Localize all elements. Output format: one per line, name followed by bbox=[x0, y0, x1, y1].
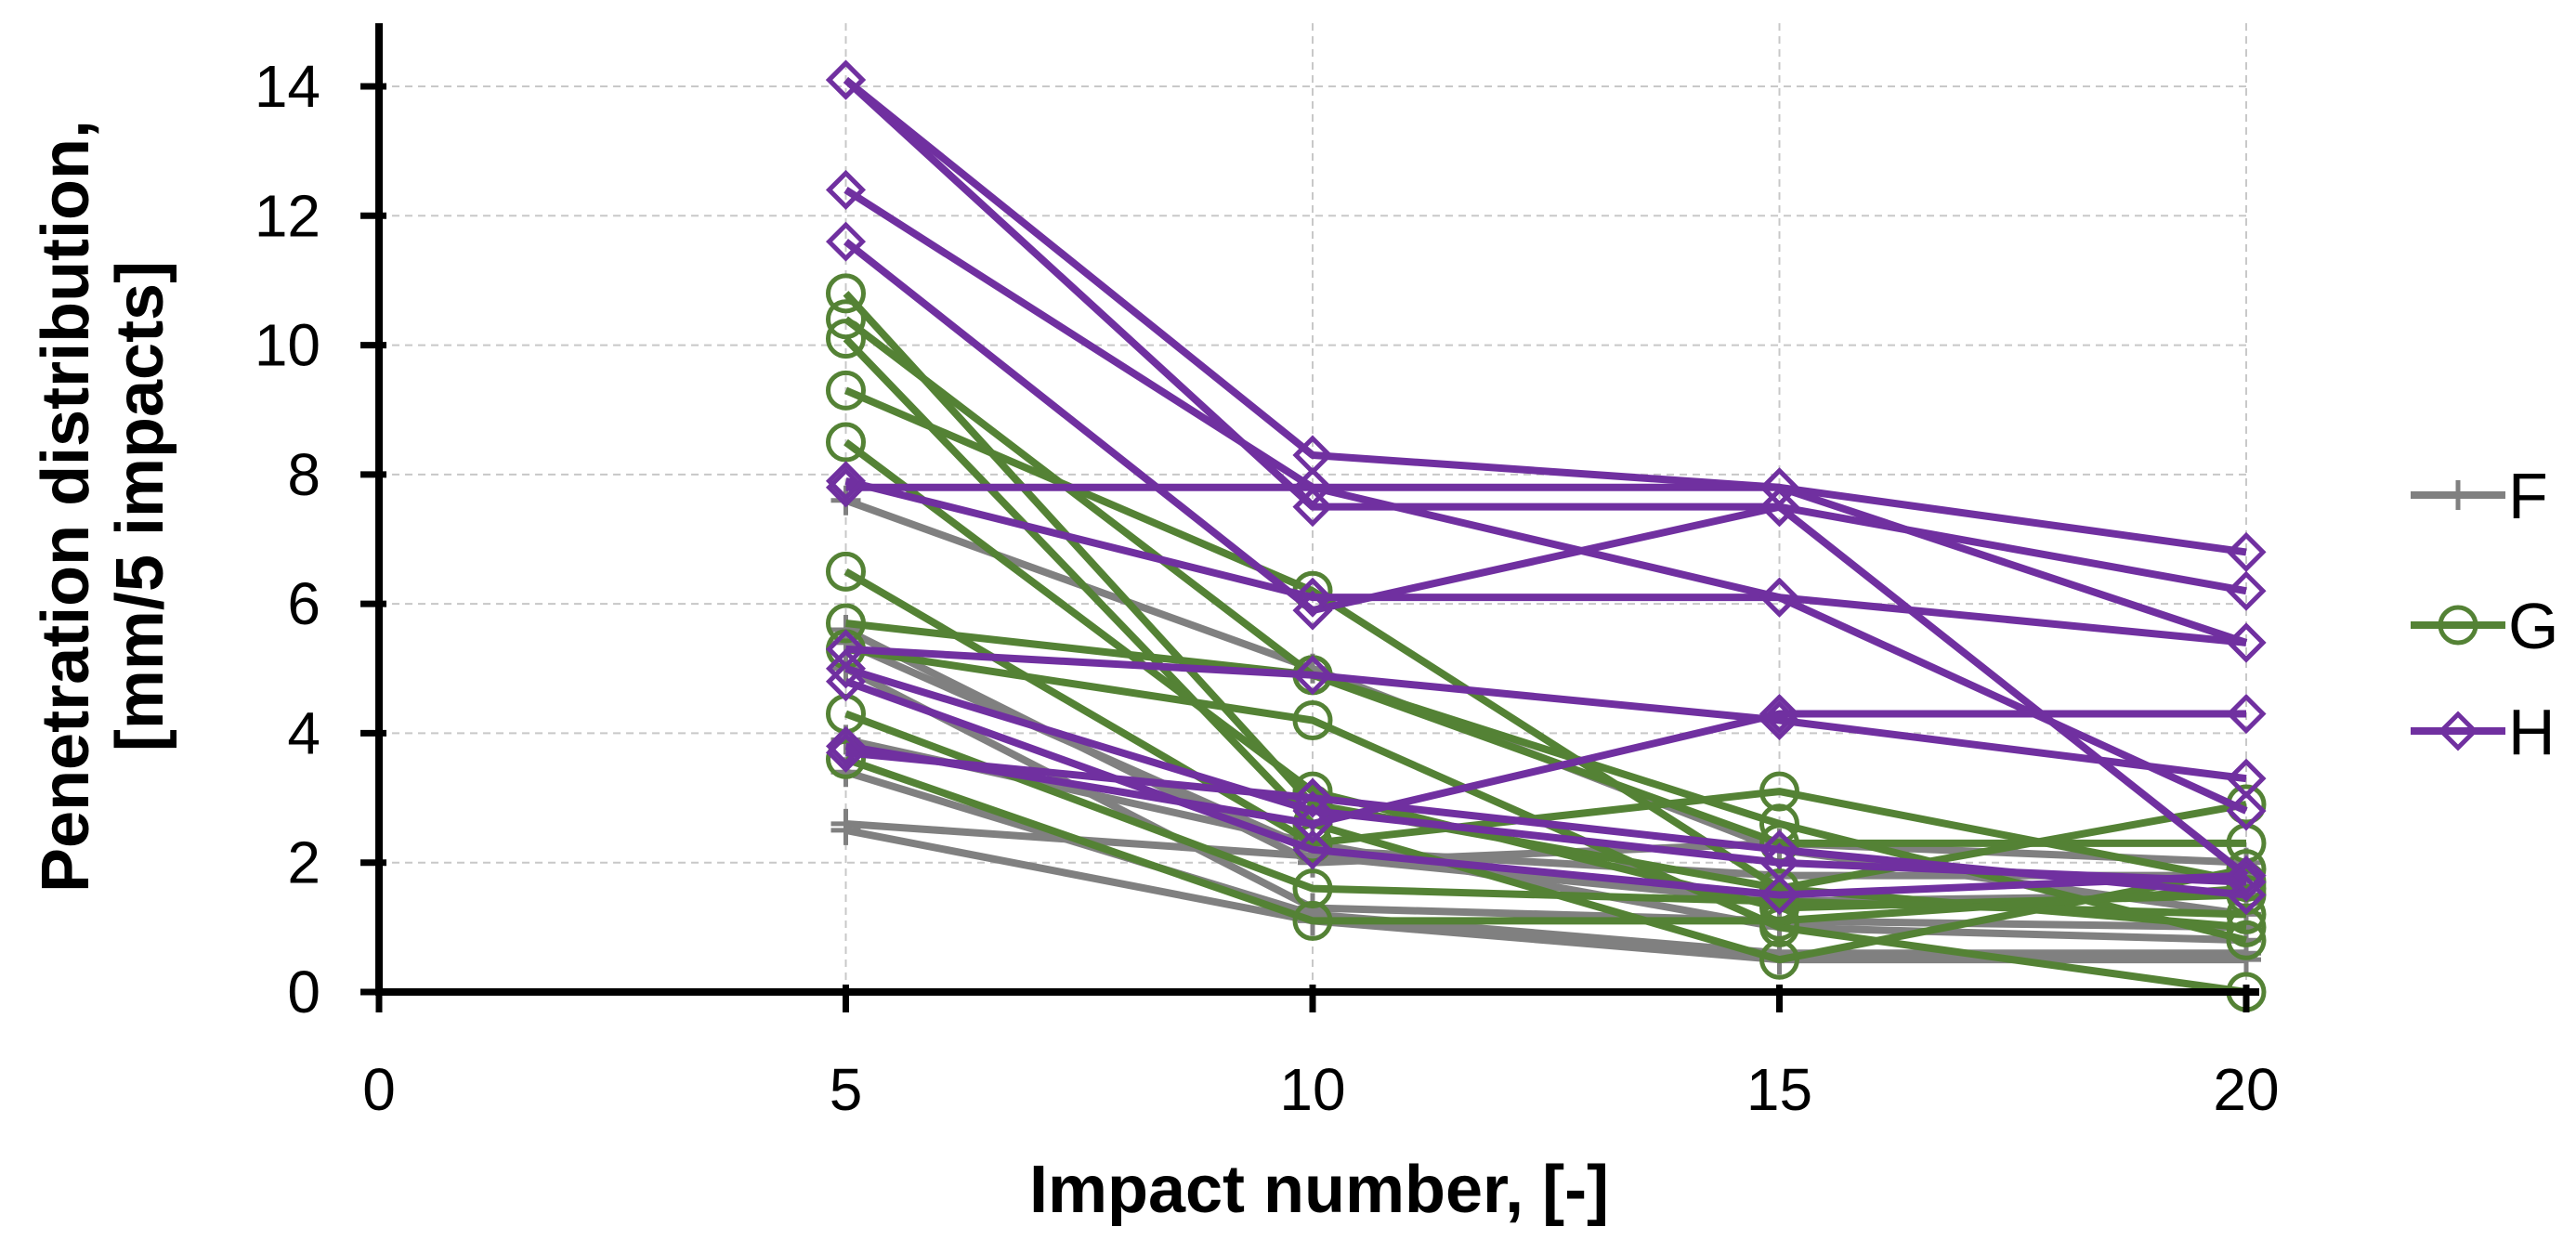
series-line-g bbox=[844, 755, 2247, 925]
series-line-h bbox=[843, 239, 2247, 615]
legend-label: H bbox=[2508, 696, 2556, 768]
data-point-h bbox=[825, 732, 867, 773]
x-tick-label: 10 bbox=[1279, 1056, 1345, 1123]
data-point-h bbox=[1759, 875, 1800, 916]
series-group-h bbox=[825, 59, 2267, 916]
data-point-g bbox=[1292, 700, 1333, 740]
legend-item-h: H bbox=[2411, 696, 2556, 768]
data-point-g bbox=[826, 422, 866, 463]
series-line-h bbox=[843, 76, 2247, 556]
legend-label: G bbox=[2508, 590, 2558, 662]
data-point-g bbox=[1292, 900, 1333, 941]
x-tick-label: 5 bbox=[830, 1056, 863, 1123]
data-point-g bbox=[826, 273, 866, 314]
legend-marker bbox=[2438, 711, 2478, 751]
y-tick-label: 2 bbox=[287, 829, 320, 896]
legend-item-g: G bbox=[2411, 590, 2558, 662]
data-point-h bbox=[825, 461, 867, 502]
y-axis-title: Penetration distribution, [mm/5 impacts] bbox=[29, 120, 177, 893]
series-line-f bbox=[844, 736, 2247, 945]
series-line-h bbox=[843, 77, 2249, 879]
y-axis-title-line-2: [mm/5 impacts] bbox=[103, 261, 177, 751]
y-tick-label: 8 bbox=[287, 441, 320, 508]
data-point-h bbox=[2226, 758, 2267, 799]
series-line-h bbox=[844, 710, 2246, 828]
y-tick-label: 12 bbox=[255, 182, 320, 249]
data-point-h bbox=[825, 725, 867, 766]
x-tick-label: 20 bbox=[2213, 1056, 2279, 1123]
data-point-h bbox=[825, 169, 867, 210]
data-point-g bbox=[826, 319, 866, 359]
data-point-h bbox=[825, 59, 867, 100]
series-line-h bbox=[845, 483, 2248, 815]
data-point-h bbox=[1759, 487, 1800, 528]
data-point-f bbox=[830, 815, 861, 845]
series-line-g bbox=[843, 568, 2247, 886]
data-point-h bbox=[1292, 777, 1333, 818]
data-point-g bbox=[826, 738, 866, 779]
series-line-h bbox=[843, 187, 2248, 646]
y-tick-label: 4 bbox=[287, 699, 320, 766]
data-point-h bbox=[1292, 467, 1333, 508]
data-point-g bbox=[826, 551, 866, 592]
data-point-g bbox=[2226, 849, 2267, 890]
data-point-h bbox=[2226, 570, 2267, 611]
data-point-h bbox=[1292, 655, 1333, 696]
legend-marker bbox=[2443, 480, 2473, 510]
data-point-g bbox=[1292, 868, 1333, 909]
y-tick-label: 6 bbox=[287, 570, 320, 637]
tick-labels: 0 2 4 6 8 10 12 14 0 5 10 15 20 bbox=[255, 53, 2280, 1123]
series-line-h bbox=[845, 645, 2247, 783]
data-point-g bbox=[1759, 771, 1799, 812]
legend-label: F bbox=[2508, 460, 2548, 532]
data-point-h bbox=[1292, 803, 1333, 844]
data-point-h bbox=[1292, 577, 1333, 618]
data-point-h bbox=[1759, 694, 1800, 735]
data-point-g bbox=[1759, 803, 1799, 844]
data-point-g bbox=[1759, 900, 1799, 941]
axes bbox=[375, 23, 2259, 996]
data-point-h bbox=[1292, 487, 1333, 528]
data-point-g bbox=[1759, 939, 1799, 980]
data-point-h bbox=[1759, 829, 1800, 870]
legend-marker bbox=[2438, 605, 2478, 646]
data-point-g bbox=[2226, 920, 2267, 960]
legend-item-f: F bbox=[2411, 460, 2548, 532]
series-line-g bbox=[843, 316, 2246, 847]
data-point-h bbox=[2226, 875, 2267, 916]
y-tick-label: 0 bbox=[287, 959, 320, 1025]
data-point-h bbox=[825, 661, 867, 702]
data-point-h bbox=[1759, 577, 1800, 618]
data-point-h bbox=[2226, 790, 2267, 831]
y-tick-label: 14 bbox=[255, 53, 320, 120]
series-line-h bbox=[844, 476, 2247, 646]
data-point-g bbox=[826, 299, 866, 340]
data-point-h bbox=[2226, 531, 2267, 572]
data-point-h bbox=[2226, 622, 2267, 663]
series-lines bbox=[825, 59, 2267, 1012]
series-line-h bbox=[844, 677, 2247, 899]
data-point-h bbox=[2226, 694, 2267, 735]
x-tick-label: 15 bbox=[1746, 1056, 1812, 1123]
y-tick-label: 10 bbox=[255, 312, 320, 379]
legend: FGH bbox=[2411, 460, 2558, 768]
x-axis-title: Impact number, [-] bbox=[1029, 1153, 1609, 1227]
y-axis-title-line-1: Penetration distribution, bbox=[29, 120, 103, 893]
data-point-g bbox=[826, 370, 866, 411]
data-point-g bbox=[826, 603, 866, 644]
series-group-g bbox=[826, 273, 2267, 1012]
data-point-h bbox=[1292, 829, 1333, 870]
data-point-h bbox=[825, 221, 867, 262]
x-tick-label: 0 bbox=[362, 1056, 396, 1123]
series-line-h bbox=[845, 749, 2247, 899]
